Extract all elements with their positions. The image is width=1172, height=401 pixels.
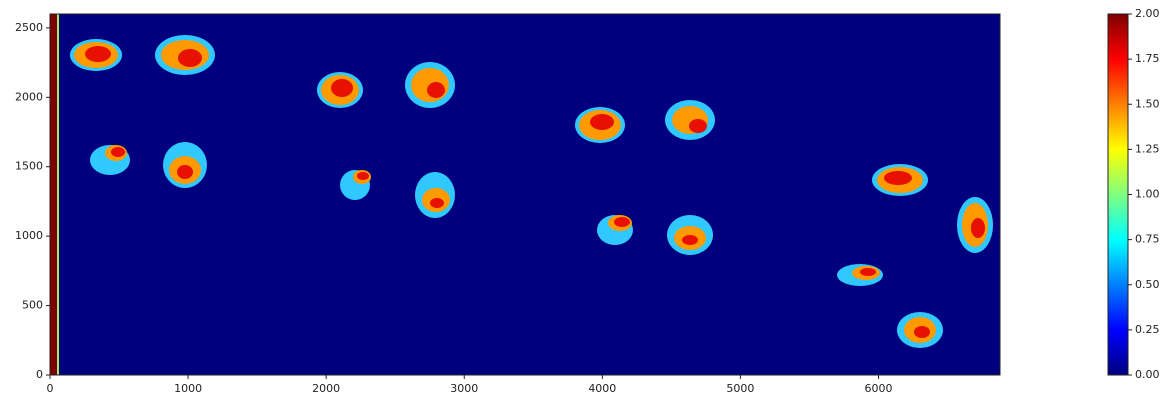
blob — [317, 72, 363, 108]
edge-stripe — [50, 14, 57, 375]
blob — [837, 264, 883, 286]
x-tick-label: 3000 — [450, 382, 478, 395]
blob — [667, 215, 713, 255]
colorbar-tick-label: 1.00 — [1135, 188, 1160, 201]
colorbar-tick-label: 2.00 — [1135, 7, 1160, 20]
y-tick-label: 1000 — [15, 229, 43, 242]
axes-frame — [49, 13, 1001, 376]
y-tick-label: 2000 — [15, 90, 43, 103]
colorbar-tick-label: 1.50 — [1135, 97, 1160, 110]
blob — [575, 107, 625, 143]
blob — [415, 172, 455, 218]
colorbar-tick-label: 1.75 — [1135, 52, 1160, 65]
y-tick-label: 2500 — [15, 21, 43, 34]
image-content — [50, 14, 993, 375]
x-tick-label: 1000 — [174, 382, 202, 395]
blob — [665, 100, 715, 140]
colorbar-tick-label: 0.50 — [1135, 278, 1160, 291]
colorbar-tick-label: 0.00 — [1135, 368, 1160, 381]
colorbar-tick-label: 1.25 — [1135, 142, 1160, 155]
y-tick-label: 500 — [22, 299, 43, 312]
y-tick-label: 1500 — [15, 160, 43, 173]
blob — [897, 312, 943, 348]
blob — [597, 215, 633, 245]
blob — [340, 170, 371, 200]
blob — [155, 35, 215, 75]
y-tick-label: 0 — [36, 368, 43, 381]
blob — [405, 62, 455, 108]
blob — [163, 142, 207, 188]
colorbar-tick-label: 0.75 — [1135, 233, 1160, 246]
image-background — [50, 14, 1000, 375]
blob — [957, 197, 993, 253]
edge-line — [57, 14, 59, 375]
x-tick-label: 4000 — [588, 382, 616, 395]
blobs — [70, 35, 993, 348]
blob — [872, 164, 928, 196]
x-tick-label: 0 — [47, 382, 54, 395]
x-tick-label: 6000 — [864, 382, 892, 395]
colorbar — [1107, 13, 1129, 376]
blob — [90, 145, 130, 175]
x-tick-label: 2000 — [312, 382, 340, 395]
colorbar-tick-label: 0.25 — [1135, 323, 1160, 336]
x-tick-label: 5000 — [726, 382, 754, 395]
blob — [70, 39, 122, 71]
